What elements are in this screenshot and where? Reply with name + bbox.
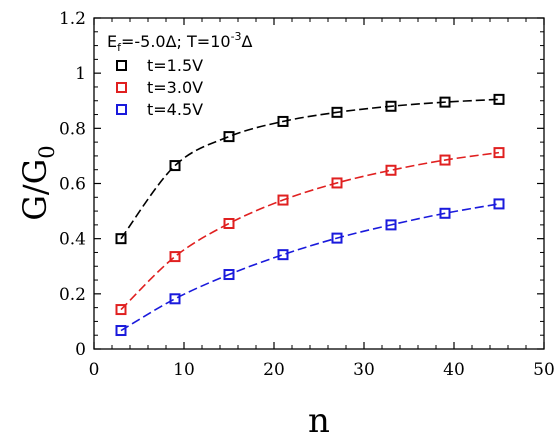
data-point-marker bbox=[169, 293, 181, 305]
fit-curve bbox=[120, 203, 500, 332]
y-axis-label: G/G0 bbox=[16, 145, 59, 220]
data-point-marker bbox=[223, 217, 235, 229]
x-tick-label: 50 bbox=[533, 360, 555, 380]
x-tick-label: 10 bbox=[173, 360, 195, 380]
data-point-marker bbox=[277, 115, 289, 127]
y-tick-label: 1 bbox=[75, 64, 86, 84]
y-tick-label: 0 bbox=[75, 340, 86, 360]
fit-curve bbox=[120, 98, 500, 240]
y-tick-label: 0.2 bbox=[59, 285, 86, 305]
x-tick-label: 20 bbox=[263, 360, 285, 380]
data-point-marker bbox=[493, 147, 505, 159]
data-point-marker bbox=[277, 194, 289, 206]
x-tick-label: 30 bbox=[353, 360, 375, 380]
tick-marks bbox=[93, 17, 545, 350]
data-point-marker bbox=[439, 96, 451, 108]
data-point-marker bbox=[385, 100, 397, 112]
data-point-marker bbox=[493, 93, 505, 105]
data-point-marker bbox=[385, 219, 397, 231]
y-tick-label: 0.6 bbox=[59, 175, 86, 195]
data-point-marker bbox=[439, 154, 451, 166]
legend-marker bbox=[116, 82, 127, 93]
data-point-marker bbox=[331, 232, 343, 244]
legend-entries: t=1.5V t=3.0V t=4.5V bbox=[116, 56, 203, 119]
y-axis-label-subscript: 0 bbox=[35, 145, 59, 158]
fit-curves bbox=[120, 98, 500, 332]
data-point-marker bbox=[493, 198, 505, 210]
legend: Ef=-5.0Δ; T=10-3Δ t=1.5V t=3.0V t=4.5V bbox=[107, 30, 253, 119]
y-tick-label: 0.8 bbox=[59, 119, 86, 139]
fit-curve bbox=[120, 151, 500, 311]
legend-marker bbox=[116, 104, 127, 115]
data-point-marker bbox=[115, 304, 127, 316]
data-point-marker bbox=[169, 160, 181, 172]
x-tick-label: 0 bbox=[89, 360, 100, 380]
data-point-marker bbox=[277, 249, 289, 261]
y-tick-label: 0.4 bbox=[59, 230, 86, 250]
data-point-marker bbox=[439, 207, 451, 219]
data-point-marker bbox=[385, 164, 397, 176]
legend-entry-label: t=1.5V bbox=[147, 56, 203, 75]
x-tick-label: 40 bbox=[443, 360, 465, 380]
x-tick-labels: 0 10 20 30 40 50 bbox=[89, 360, 555, 380]
data-point-marker bbox=[223, 269, 235, 281]
legend-entry-label: t=3.0V bbox=[147, 78, 203, 97]
legend-marker bbox=[116, 60, 127, 71]
data-point-marker bbox=[331, 106, 343, 118]
data-point-marker bbox=[169, 251, 181, 263]
data-point-marker bbox=[115, 233, 127, 245]
y-tick-labels: 0 0.2 0.4 0.6 0.8 1 1.2 bbox=[59, 9, 86, 360]
legend-entry-label: t=4.5V bbox=[147, 100, 203, 119]
y-tick-label: 1.2 bbox=[59, 9, 86, 29]
data-point-marker bbox=[331, 177, 343, 189]
legend-title: Ef=-5.0Δ; T=10-3Δ bbox=[107, 30, 253, 54]
x-axis-label: n bbox=[308, 401, 330, 439]
data-markers bbox=[115, 93, 505, 337]
data-point-marker bbox=[223, 131, 235, 143]
data-point-marker bbox=[115, 325, 127, 337]
